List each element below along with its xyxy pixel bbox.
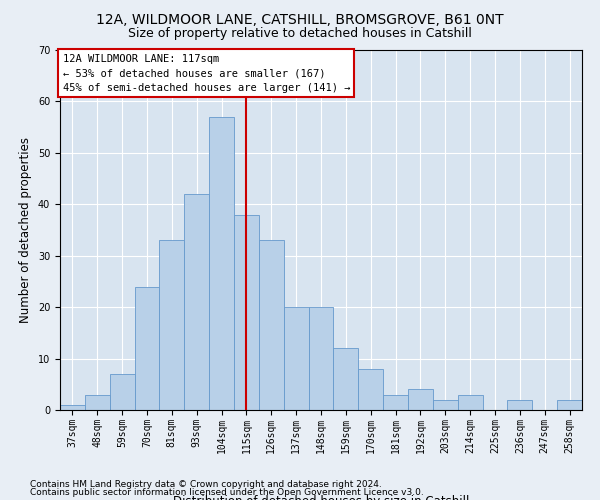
Text: 12A WILDMOOR LANE: 117sqm
← 53% of detached houses are smaller (167)
45% of semi: 12A WILDMOOR LANE: 117sqm ← 53% of detac…: [62, 54, 350, 93]
Bar: [85, 394, 110, 410]
Bar: [508, 400, 532, 410]
Bar: [557, 400, 582, 410]
Text: Contains HM Land Registry data © Crown copyright and database right 2024.: Contains HM Land Registry data © Crown c…: [30, 480, 382, 489]
Bar: [234, 214, 259, 410]
Bar: [358, 369, 383, 410]
Bar: [334, 348, 358, 410]
Bar: [110, 374, 134, 410]
Y-axis label: Number of detached properties: Number of detached properties: [19, 137, 32, 323]
Text: Size of property relative to detached houses in Catshill: Size of property relative to detached ho…: [128, 28, 472, 40]
Bar: [209, 117, 234, 410]
Bar: [160, 240, 184, 410]
Text: 12A, WILDMOOR LANE, CATSHILL, BROMSGROVE, B61 0NT: 12A, WILDMOOR LANE, CATSHILL, BROMSGROVE…: [96, 12, 504, 26]
Bar: [433, 400, 458, 410]
Bar: [134, 286, 160, 410]
Bar: [259, 240, 284, 410]
Bar: [408, 390, 433, 410]
Bar: [458, 394, 482, 410]
Bar: [184, 194, 209, 410]
Text: Contains public sector information licensed under the Open Government Licence v3: Contains public sector information licen…: [30, 488, 424, 497]
Bar: [308, 307, 334, 410]
Bar: [383, 394, 408, 410]
X-axis label: Distribution of detached houses by size in Catshill: Distribution of detached houses by size …: [173, 494, 469, 500]
Bar: [60, 405, 85, 410]
Bar: [284, 307, 308, 410]
